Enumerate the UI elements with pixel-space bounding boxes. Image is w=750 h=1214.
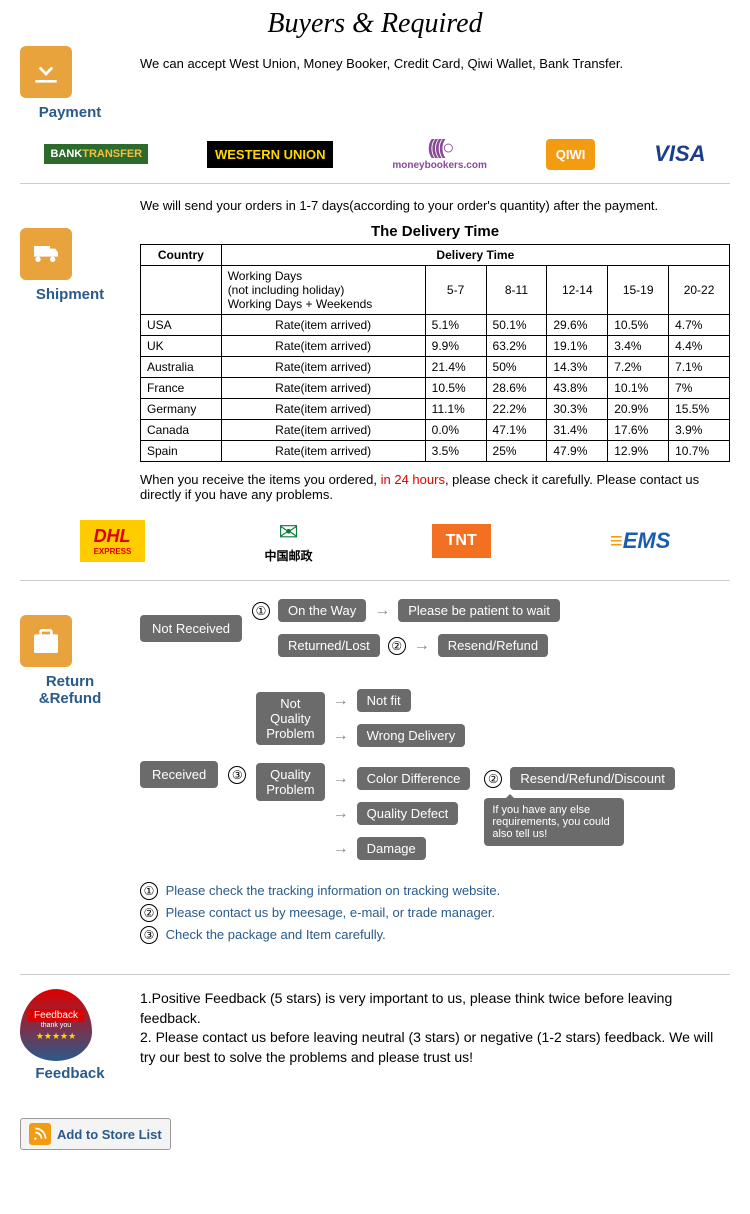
node-patient: Please be patient to wait	[398, 599, 560, 622]
table-row: USARate(item arrived)5.1%50.1%29.6%10.5%…	[141, 315, 730, 336]
node-not-quality: Not Quality Problem	[256, 692, 324, 745]
range-cell: 12-14	[547, 266, 608, 315]
node-quality: Quality Problem	[256, 763, 324, 801]
store-button-text: Add to Store List	[57, 1127, 162, 1142]
node-returned: Returned/Lost	[278, 634, 380, 657]
table-row: FranceRate(item arrived)10.5%28.6%43.8%1…	[141, 378, 730, 399]
step-2: ②	[388, 637, 406, 655]
shipment-section: Shipment We will send your orders in 1-7…	[20, 198, 730, 564]
ems-logo: ≡EMS	[610, 528, 671, 554]
node-received: Received	[140, 761, 218, 788]
range-cell: 8-11	[486, 266, 547, 315]
visa-logo: VISA	[654, 141, 705, 167]
refund-icon	[20, 615, 72, 667]
step-1: ①	[252, 602, 270, 620]
range-cell: 5-7	[425, 266, 486, 315]
th-delivery: Delivery Time	[221, 245, 729, 266]
shipment-note: When you receive the items you ordered, …	[140, 472, 730, 502]
node-resend: Resend/Refund	[438, 634, 548, 657]
range-cell: 15-19	[608, 266, 669, 315]
carrier-logos: DHLEXPRESS ✉中国邮政 TNT ≡EMS	[20, 518, 730, 564]
western-union-logo: WESTERN UNION	[207, 141, 334, 168]
node-resend-discount: Resend/Refund/Discount	[510, 767, 675, 790]
table-row: GermanyRate(item arrived)11.1%22.2%30.3%…	[141, 399, 730, 420]
divider	[20, 580, 730, 581]
dhl-logo: DHLEXPRESS	[80, 520, 146, 562]
shipment-icon	[20, 228, 72, 280]
feedback-section: Feedback thank you ★★★★★ Feedback 1.Posi…	[20, 989, 730, 1082]
refund-section: Return &Refund Not Received ① On the Way…	[20, 595, 730, 958]
shipment-text: We will send your orders in 1-7 days(acc…	[140, 198, 730, 213]
node-not-fit: Not fit	[357, 689, 411, 712]
bank-transfer-logo: BANK TRANSFER	[44, 144, 148, 164]
blank-cell	[141, 266, 222, 315]
payment-label: Payment	[20, 104, 120, 121]
rss-icon	[29, 1123, 51, 1145]
payment-section: Payment We can accept West Union, Money …	[20, 46, 730, 121]
add-to-store-button[interactable]: Add to Store List	[20, 1118, 171, 1150]
qiwi-logo: QIWI	[546, 139, 596, 170]
node-damage: Damage	[357, 837, 426, 860]
divider	[20, 183, 730, 184]
range-cell: 20-22	[669, 266, 730, 315]
table-row: UKRate(item arrived)9.9%63.2%19.1%3.4%4.…	[141, 336, 730, 357]
payment-logos: BANK TRANSFER WESTERN UNION ((((○moneybo…	[20, 137, 730, 171]
shipment-label: Shipment	[20, 286, 120, 303]
table-row: CanadaRate(item arrived)0.0%47.1%31.4%17…	[141, 420, 730, 441]
refund-label: Return &Refund	[20, 673, 120, 707]
tnt-logo: TNT	[432, 524, 491, 558]
speech-bubble: If you have any else requirements, you c…	[484, 798, 624, 846]
feedback-text: 1.Positive Feedback (5 stars) is very im…	[140, 989, 730, 1067]
feedback-label: Feedback	[20, 1065, 120, 1082]
delivery-table: Country Delivery Time Working Days (not …	[140, 244, 730, 462]
step-3: ③	[228, 766, 246, 784]
th-country: Country	[141, 245, 222, 266]
node-quality-defect: Quality Defect	[357, 802, 459, 825]
working-days-cell: Working Days (not including holiday) Wor…	[221, 266, 425, 315]
moneybookers-logo: ((((○moneybookers.com	[392, 137, 486, 171]
table-row: AustraliaRate(item arrived)21.4%50%14.3%…	[141, 357, 730, 378]
feedback-badge-icon: Feedback thank you ★★★★★	[20, 989, 92, 1061]
node-not-received: Not Received	[140, 615, 242, 642]
node-color-diff: Color Difference	[357, 767, 471, 790]
china-post-logo: ✉中国邮政	[264, 518, 312, 564]
table-row: SpainRate(item arrived)3.5%25%47.9%12.9%…	[141, 441, 730, 462]
step-2b: ②	[484, 770, 502, 788]
node-wrong-delivery: Wrong Delivery	[357, 724, 466, 747]
divider	[20, 974, 730, 975]
payment-text: We can accept West Union, Money Booker, …	[140, 56, 730, 71]
payment-icon	[20, 46, 72, 98]
node-on-way: On the Way	[278, 599, 366, 622]
table-title: The Delivery Time	[140, 223, 730, 240]
page-title: Buyers & Required	[20, 8, 730, 40]
legend: ① Please check the tracking information …	[140, 882, 730, 944]
